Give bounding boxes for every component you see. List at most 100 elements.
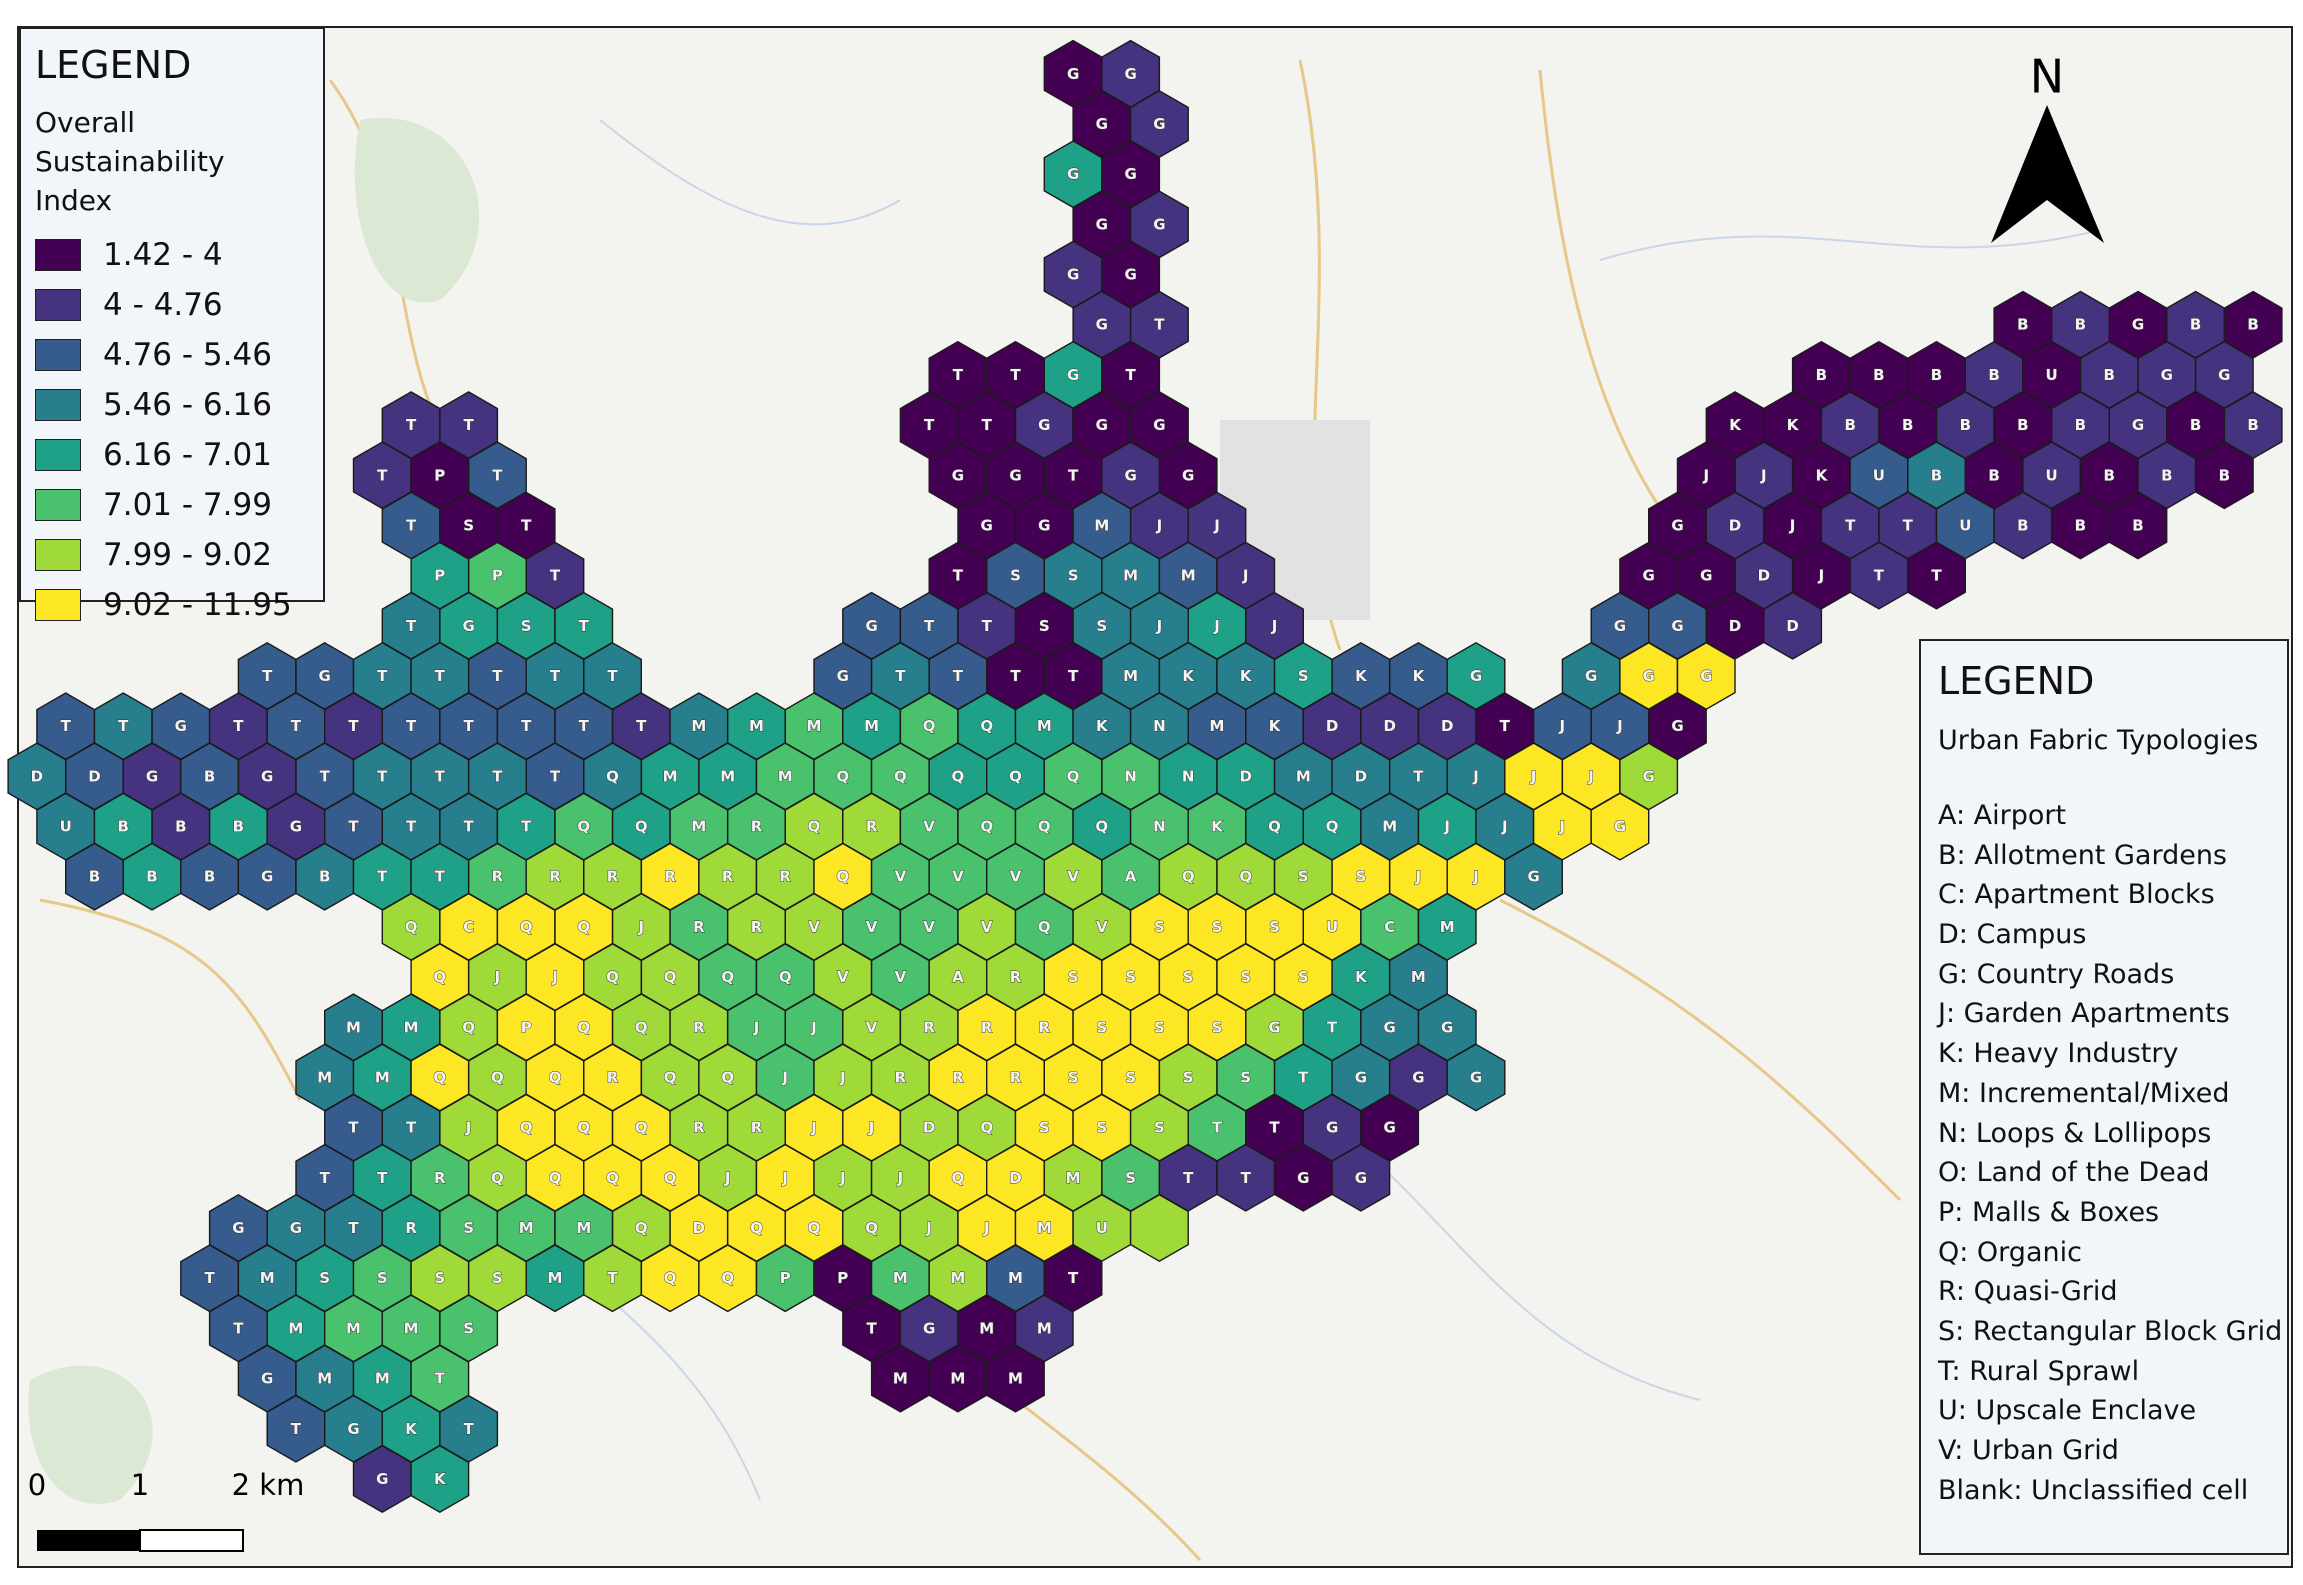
hex-letter: T — [463, 818, 474, 836]
hex-letter: U — [1959, 517, 1971, 535]
hex-letter: M — [807, 717, 822, 735]
hex-letter: B — [2247, 316, 2258, 334]
legend-subtitle: Overall Sustainability Index — [35, 106, 225, 217]
hex-letter: V — [1096, 918, 1108, 936]
hex-letter: T — [1327, 1018, 1338, 1036]
hex-letter: D — [1383, 717, 1395, 735]
hex-letter: G — [261, 1370, 273, 1388]
hex-letter: J — [868, 1119, 875, 1137]
hex-letter: T — [521, 818, 532, 836]
hex-letter: T — [1500, 717, 1511, 735]
hex-letter: V — [895, 968, 907, 986]
hex-letter: G — [1067, 65, 1079, 83]
hex-letter: G — [1355, 1169, 1367, 1187]
hex-letter: B — [2075, 517, 2086, 535]
hex-letter: T — [118, 717, 129, 735]
legend-swatch — [35, 439, 81, 471]
north-arrow-shape — [1991, 105, 2104, 243]
hex-letter: T — [435, 767, 446, 785]
hex-letter: M — [893, 1370, 908, 1388]
hex-letter: J — [1415, 868, 1422, 886]
hex-letter: T — [61, 717, 72, 735]
hex-letter: D — [693, 1219, 705, 1237]
hex-letter: G — [232, 1219, 244, 1237]
hex-letter: T — [1154, 316, 1165, 334]
hex-letter: K — [1355, 968, 1368, 986]
hex-letter: J — [753, 1018, 760, 1036]
hex-letter: T — [435, 667, 446, 685]
hex-letter: T — [320, 767, 331, 785]
hex-letter: C — [463, 918, 474, 936]
hex-letter: S — [1355, 868, 1366, 886]
hex-letter: J — [925, 1219, 932, 1237]
hex-letter: G — [952, 466, 964, 484]
legend-item: U: Upscale Enclave — [1938, 1395, 2197, 1427]
hex-letter: G — [290, 818, 302, 836]
legend-item: R: Quasi-Grid — [1938, 1276, 2118, 1308]
hex-letter: M — [950, 1269, 965, 1287]
legend-swatch — [35, 589, 81, 621]
hex-letter: B — [1931, 366, 1942, 384]
hex-letter: S — [1154, 918, 1165, 936]
hex-letter: M — [1037, 717, 1052, 735]
hex-letter: Q — [1268, 818, 1281, 836]
hex-letter: M — [720, 767, 735, 785]
hex-letter: T — [463, 416, 474, 434]
hex-letter: G — [837, 667, 849, 685]
legend-item: C: Apartment Blocks — [1938, 879, 2215, 911]
hex-letter: S — [463, 1219, 474, 1237]
hex-letter: Q — [577, 918, 590, 936]
hex-letter: S — [1096, 617, 1107, 635]
hex-letter: S — [1183, 1069, 1194, 1087]
hex-letter: Q — [433, 1069, 446, 1087]
hex-letter: U — [1096, 1219, 1108, 1237]
hex-letter: K — [1182, 667, 1195, 685]
hex-letter: M — [346, 1018, 361, 1036]
hex-letter: J — [1213, 617, 1220, 635]
hex-letter: J — [983, 1219, 990, 1237]
hex-letter: G — [146, 767, 158, 785]
hex-letter: T — [377, 767, 388, 785]
hex-letter: S — [1212, 918, 1223, 936]
hex-letter: Q — [520, 918, 533, 936]
legend-swatch — [35, 489, 81, 521]
hex-letter: K — [1269, 717, 1282, 735]
hex-letter: G — [923, 1319, 935, 1337]
hex-letter: J — [638, 918, 645, 936]
hex-letter: J — [465, 1119, 472, 1137]
hex-letter: B — [204, 868, 215, 886]
hex-letter: Q — [549, 1169, 562, 1187]
hex-letter: J — [897, 1169, 904, 1187]
hex-letter: T — [1845, 517, 1856, 535]
hex-letter: Q — [606, 1169, 619, 1187]
legend-index: LEGEND Overall Sustainability Index 1.42… — [19, 27, 325, 623]
hex-letter: V — [923, 818, 935, 836]
hex-letter: J — [810, 1018, 817, 1036]
hex-letter: G — [1153, 115, 1165, 133]
hex-letter: B — [204, 767, 215, 785]
hex-letter: G — [1153, 416, 1165, 434]
hex-letter: T — [204, 1269, 215, 1287]
hex-letter: J — [1156, 617, 1163, 635]
legend-title: LEGEND — [35, 43, 192, 87]
hex-letter: J — [781, 1069, 788, 1087]
hex-letter: V — [1067, 868, 1079, 886]
scale-label: 1 — [131, 1468, 149, 1502]
hex-letter: Q — [721, 968, 734, 986]
hex-letter: T — [1010, 667, 1021, 685]
hex-letter: S — [434, 1269, 445, 1287]
legend-item: S: Rectangular Block Grid — [1938, 1315, 2283, 1347]
hex-letter: R — [1010, 968, 1022, 986]
hex-letter: B — [2017, 416, 2028, 434]
hex-letter: G — [1671, 717, 1683, 735]
hex-letter: R — [981, 1018, 993, 1036]
legend-class: 1.42 - 4 — [35, 230, 309, 280]
hex-letter: V — [923, 918, 935, 936]
hex-letter: Q — [1009, 767, 1022, 785]
hex-letter: T — [982, 617, 993, 635]
hex-letter: G — [1038, 517, 1050, 535]
hex-letter: S — [1125, 1069, 1136, 1087]
hex-letter: D — [1758, 567, 1770, 585]
legend-item: N: Loops & Lollipops — [1938, 1117, 2212, 1149]
